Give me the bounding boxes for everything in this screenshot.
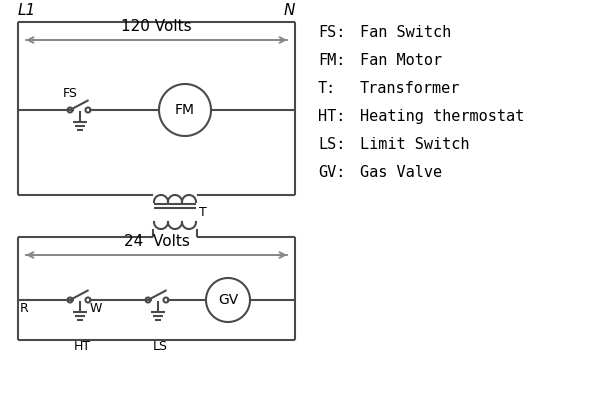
Text: 120 Volts: 120 Volts [121, 19, 192, 34]
Text: GV: GV [218, 293, 238, 307]
Text: Heating thermostat: Heating thermostat [360, 109, 525, 124]
Text: T:: T: [318, 81, 336, 96]
Text: FM: FM [175, 103, 195, 117]
Text: L1: L1 [18, 3, 36, 18]
Text: Fan Motor: Fan Motor [360, 53, 442, 68]
Text: T: T [199, 206, 206, 218]
Text: N: N [284, 3, 295, 18]
Text: FS: FS [63, 87, 77, 100]
Text: HT: HT [73, 340, 90, 353]
Text: Limit Switch: Limit Switch [360, 137, 470, 152]
Text: Fan Switch: Fan Switch [360, 25, 451, 40]
Text: 24  Volts: 24 Volts [123, 234, 189, 249]
Text: Gas Valve: Gas Valve [360, 165, 442, 180]
Text: Transformer: Transformer [360, 81, 460, 96]
Text: FS:: FS: [318, 25, 345, 40]
Text: R: R [20, 302, 29, 315]
Text: W: W [90, 302, 103, 315]
Text: HT:: HT: [318, 109, 345, 124]
Text: LS: LS [152, 340, 168, 353]
Text: LS:: LS: [318, 137, 345, 152]
Text: FM:: FM: [318, 53, 345, 68]
Text: GV:: GV: [318, 165, 345, 180]
